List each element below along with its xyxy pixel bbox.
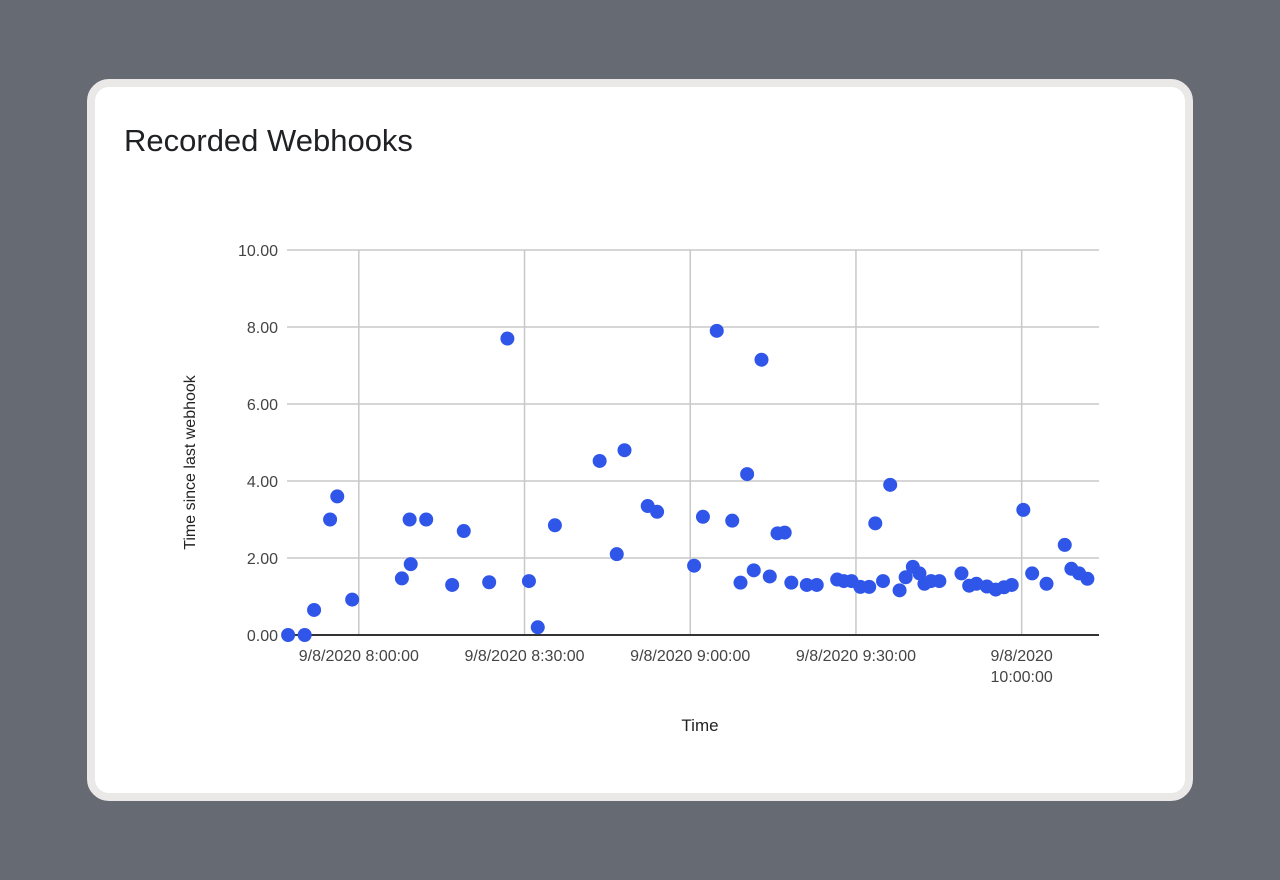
data-point — [500, 331, 515, 346]
data-point — [345, 592, 360, 607]
data-point — [609, 547, 624, 562]
data-point — [932, 574, 947, 589]
data-point — [954, 566, 969, 581]
chart-title: Recorded Webhooks — [124, 123, 413, 158]
data-point — [402, 512, 417, 527]
y-tick-label: 2.00 — [247, 551, 278, 568]
data-point — [725, 513, 740, 528]
y-tick-label: 6.00 — [247, 397, 278, 414]
data-point — [784, 575, 799, 590]
data-point — [281, 628, 296, 642]
data-point — [482, 575, 497, 590]
y-axis-title: Time since last webhook — [182, 374, 199, 550]
x-tick-label: 9/8/2020 8:30:00 — [464, 648, 584, 665]
data-point — [330, 489, 345, 504]
chart-card: Recorded Webhooks — [87, 79, 1193, 801]
data-point — [746, 563, 761, 578]
data-point — [740, 467, 755, 482]
data-point — [1016, 502, 1031, 517]
y-tick-label: 0.00 — [247, 628, 278, 645]
data-point — [592, 453, 607, 468]
data-point — [777, 525, 792, 540]
data-point — [892, 583, 907, 598]
x-tick-label: 9/8/2020 — [991, 648, 1053, 665]
data-point — [403, 557, 418, 572]
y-tick-label: 4.00 — [247, 474, 278, 491]
data-point — [876, 574, 891, 589]
data-point — [862, 579, 877, 594]
data-point — [1057, 537, 1072, 552]
x-tick-label: 9/8/2020 9:00:00 — [630, 648, 750, 665]
y-tick-label: 8.00 — [247, 320, 278, 337]
x-tick-label: 9/8/2020 8:00:00 — [299, 648, 419, 665]
data-point — [695, 509, 710, 524]
data-point — [456, 524, 471, 539]
data-point — [687, 558, 702, 573]
x-axis-title: Time — [681, 716, 718, 735]
data-point — [323, 512, 338, 527]
data-point — [868, 516, 883, 531]
data-point — [617, 443, 632, 458]
data-point — [809, 577, 824, 592]
data-point — [799, 577, 814, 592]
data-point — [1004, 577, 1019, 592]
data-point — [1039, 576, 1054, 591]
x-tick-label: 10:00:00 — [991, 669, 1053, 686]
data-point — [445, 577, 460, 592]
data-point — [307, 602, 322, 617]
data-point — [912, 566, 927, 581]
data-point — [521, 574, 536, 589]
data-point — [762, 569, 777, 584]
data-point — [530, 620, 545, 635]
y-tick-label: 10.00 — [238, 243, 278, 260]
data-point — [754, 352, 769, 367]
data-point — [394, 571, 409, 586]
data-point — [547, 518, 562, 533]
data-point — [709, 323, 724, 338]
data-point — [883, 477, 898, 492]
data-point — [419, 512, 434, 527]
data-point — [1025, 566, 1040, 581]
data-point — [733, 575, 748, 590]
data-point — [898, 570, 913, 585]
data-point — [650, 504, 665, 519]
data-point — [969, 576, 984, 591]
x-tick-label: 9/8/2020 9:30:00 — [796, 648, 916, 665]
data-point — [1080, 571, 1095, 586]
data-point — [297, 628, 312, 642]
